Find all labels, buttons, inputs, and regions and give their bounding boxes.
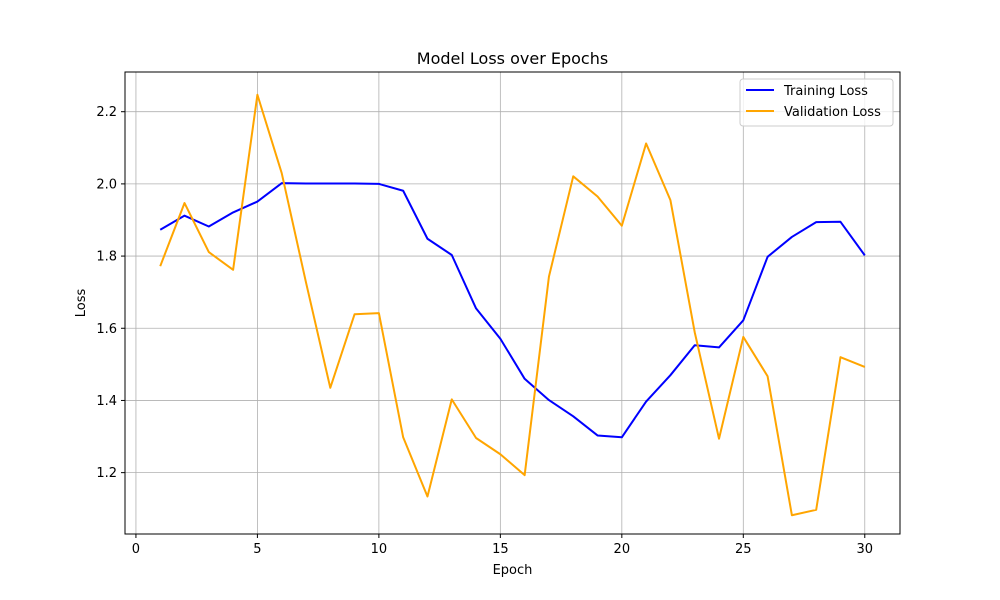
series-lines bbox=[159, 93, 866, 517]
y-tick-label: 1.6 bbox=[96, 322, 117, 337]
y-axis-label: Loss bbox=[74, 289, 89, 318]
y-tick-label: 1.2 bbox=[96, 466, 117, 481]
validation-loss-line bbox=[159, 93, 866, 517]
x-axis-label: Epoch bbox=[493, 563, 533, 578]
grid bbox=[125, 72, 900, 534]
x-tick-label: 15 bbox=[492, 542, 509, 557]
x-tick-label: 30 bbox=[856, 542, 873, 557]
training-loss-line bbox=[159, 182, 866, 439]
legend-label-validation: Validation Loss bbox=[784, 105, 881, 120]
axis-ticks: 0 5 10 15 20 25 30 1.2 1.4 1.6 1.8 2.0 2.2 bbox=[96, 105, 873, 557]
x-tick-label: 10 bbox=[371, 542, 388, 557]
legend-label-training: Training Loss bbox=[783, 84, 868, 99]
x-tick-label: 25 bbox=[735, 542, 752, 557]
y-tick-label: 2.0 bbox=[96, 177, 117, 192]
plot-frame bbox=[124, 71, 901, 535]
y-tick-label: 1.4 bbox=[96, 394, 117, 409]
chart-title: Model Loss over Epochs bbox=[417, 49, 608, 68]
y-tick-label: 1.8 bbox=[96, 250, 117, 265]
x-tick-label: 20 bbox=[614, 542, 631, 557]
legend: Training Loss Validation Loss bbox=[739, 78, 894, 127]
x-tick-label: 0 bbox=[132, 542, 140, 557]
y-tick-label: 2.2 bbox=[96, 105, 117, 120]
x-tick-label: 5 bbox=[253, 542, 261, 557]
legend-box bbox=[739, 78, 894, 127]
